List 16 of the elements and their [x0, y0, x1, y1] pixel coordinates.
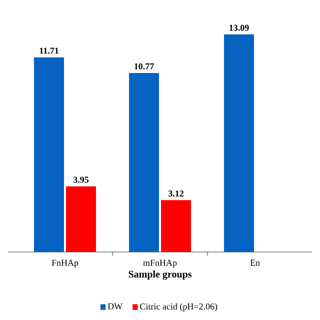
- legend-label: DW: [108, 303, 123, 310]
- bar: [66, 186, 96, 252]
- data-label: 3.95: [73, 176, 89, 183]
- x-tick-label: En: [250, 260, 260, 266]
- data-label: 13.09: [230, 24, 249, 31]
- bar: [34, 57, 64, 252]
- data-label: 10.77: [134, 63, 154, 70]
- bar: [161, 200, 192, 252]
- x-tick-label: FnHAp: [52, 260, 78, 268]
- data-label: 3.12: [168, 190, 184, 197]
- x-tick-label: mFnHAp: [143, 260, 177, 268]
- legend-label: Citric acid (pH=2.06): [140, 303, 218, 312]
- bar: [224, 34, 254, 252]
- x-axis-title: Sample groups: [128, 270, 192, 280]
- bar: [129, 72, 160, 252]
- data-label: 11.71: [40, 48, 58, 54]
